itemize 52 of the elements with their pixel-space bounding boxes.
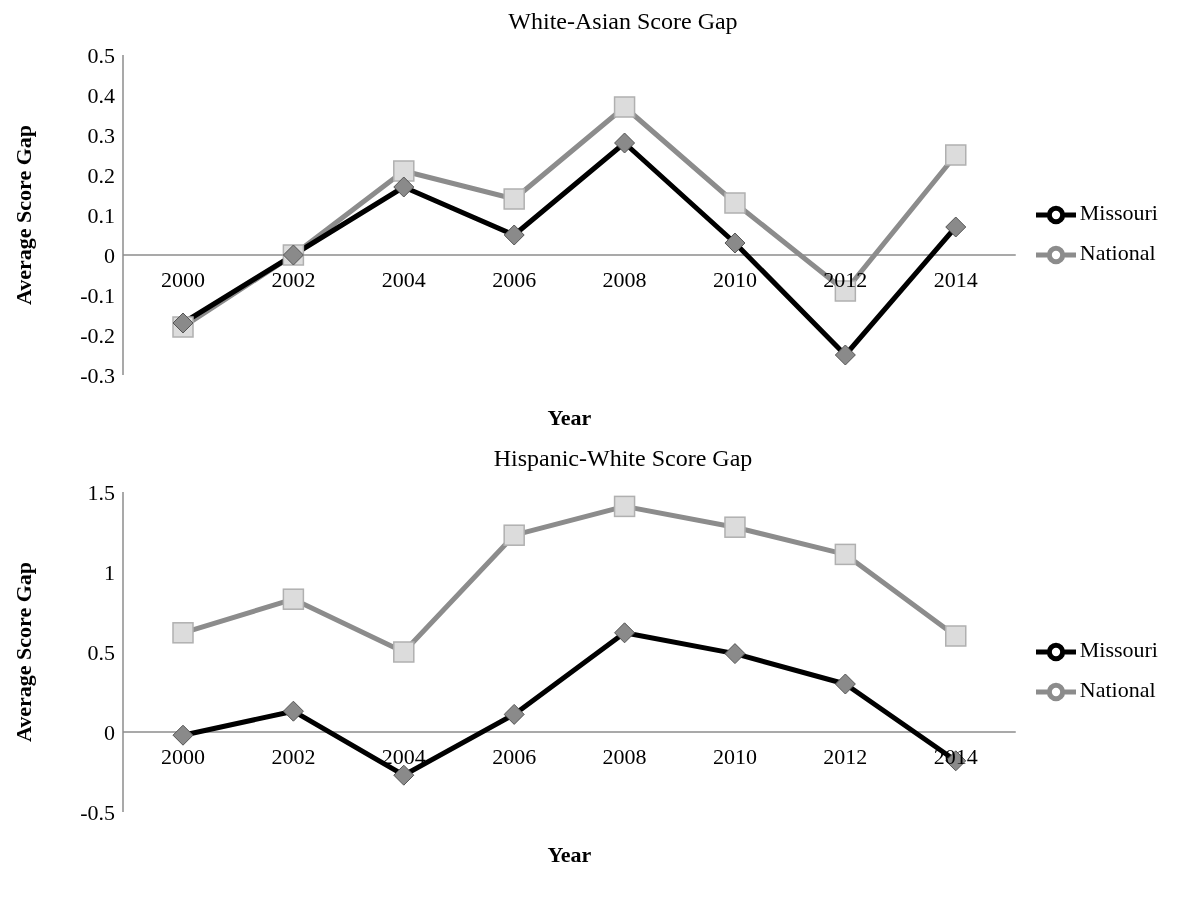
x-tick-label: 2002: [271, 267, 316, 292]
y-tick-label: 0: [104, 719, 115, 745]
y-tick-label: 1.5: [87, 479, 115, 505]
x-tick-label: 2006: [492, 744, 537, 769]
y-tick-label: 0.3: [87, 122, 115, 148]
point: [503, 524, 525, 546]
x-tick-label: 2000: [161, 744, 205, 769]
y-tick-label: -0.1: [80, 282, 115, 308]
x-tick-label: 2010: [712, 744, 757, 769]
x-tick-label: 2002: [271, 744, 316, 769]
x-axis-title: Year: [547, 842, 592, 867]
y-tick-label: -0.2: [80, 322, 115, 348]
point: [945, 144, 967, 166]
x-tick-label: 2006: [492, 267, 537, 292]
point: [393, 641, 415, 663]
chart-title: Hispanic-White Score Gap: [492, 445, 754, 472]
y-tick-label: -0.3: [80, 362, 115, 388]
chart-title: White-Asian Score Gap: [507, 8, 739, 35]
point: [613, 96, 636, 118]
y-tick-label: 0.4: [87, 82, 115, 108]
point: [172, 622, 194, 644]
x-tick-label: 2014: [933, 267, 978, 292]
point: [503, 188, 525, 210]
y-tick-label: -0.5: [80, 799, 115, 825]
point: [613, 495, 636, 518]
y-tick-label: 0.1: [87, 202, 115, 228]
x-tick-label: 2008: [602, 744, 647, 769]
legend-label: National: [1079, 677, 1156, 703]
point: [393, 160, 415, 182]
point: [724, 516, 746, 538]
legend-label: Missouri: [1079, 637, 1158, 663]
x-axis-title: Year: [547, 405, 592, 430]
y-tick-label: 0: [104, 242, 115, 268]
y-tick-label: 0.2: [87, 162, 115, 188]
y-tick-label: 0.5: [87, 42, 115, 68]
point: [834, 543, 857, 566]
x-tick-label: 2012: [823, 744, 868, 769]
x-tick-label: 2012: [823, 267, 868, 292]
point: [945, 625, 967, 647]
x-tick-label: 2008: [602, 267, 647, 292]
y-tick-label: 0.5: [87, 639, 115, 665]
legend-label: National: [1079, 240, 1156, 266]
point: [724, 192, 746, 214]
x-tick-label: 2000: [161, 267, 205, 292]
legend-label: Missouri: [1079, 200, 1158, 226]
y-tick-label: 1: [104, 559, 115, 585]
point: [282, 588, 305, 610]
y-axis-title: Average Score Gap: [10, 561, 36, 742]
x-tick-label: 2004: [381, 267, 426, 292]
x-tick-label: 2010: [712, 267, 757, 292]
y-axis-title: Average Score Gap: [10, 124, 36, 305]
x-tick-label: 2004: [381, 744, 426, 769]
